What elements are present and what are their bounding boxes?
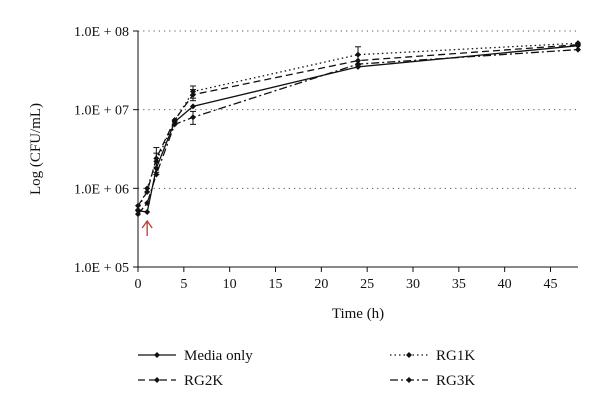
- y-tick-label: 1.0E + 06: [74, 182, 129, 197]
- marker-point: [190, 103, 196, 110]
- legend-marker: [154, 377, 160, 383]
- legend-label: RG1K: [436, 348, 475, 364]
- tick-labels: 1.0E + 05 1.0E + 06 1.0E + 07 1.0E + 08 0 5 10…: [74, 25, 557, 292]
- marker-point: [135, 211, 141, 218]
- marker-point: [190, 88, 196, 95]
- marker-point: [355, 57, 361, 64]
- marker-point: [153, 165, 160, 172]
- grid: [138, 30, 578, 189]
- marker-point: [135, 207, 141, 214]
- marker-point: [153, 155, 160, 162]
- markers: [135, 40, 581, 218]
- marker-point: [144, 185, 151, 192]
- legend-marker: [406, 352, 412, 358]
- marker-point: [190, 114, 196, 121]
- y-tick-label: 1.0E + 08: [74, 25, 129, 40]
- y-axis-title: Log (CFU/mL): [28, 103, 44, 195]
- legend-label: RG3K: [436, 373, 475, 389]
- x-tick-label: 45: [544, 277, 558, 292]
- marker-point: [190, 91, 196, 98]
- marker-point: [575, 41, 581, 48]
- legend: Media only RG1K RG2K RG3K: [138, 348, 475, 389]
- annotations: [141, 219, 153, 236]
- series-line-media-only: [137, 45, 579, 213]
- x-tick-label: 30: [406, 277, 420, 292]
- x-tick-label: 10: [223, 277, 237, 292]
- x-tick-label: 25: [360, 277, 374, 292]
- marker-point: [355, 61, 361, 68]
- x-tick-label: 0: [135, 277, 142, 292]
- x-tick-label: 5: [180, 277, 187, 292]
- x-tick-label: 35: [452, 277, 466, 292]
- x-axis-title: Time (h): [332, 306, 384, 322]
- marker-point: [144, 188, 151, 195]
- marker-point: [171, 116, 178, 123]
- axes: [133, 30, 578, 272]
- x-tick-label: 15: [269, 277, 283, 292]
- legend-label: RG2K: [184, 373, 223, 389]
- legend-marker: [406, 377, 412, 383]
- marker-point: [135, 202, 141, 209]
- marker-point: [144, 200, 151, 207]
- legend-label: Media only: [184, 348, 253, 364]
- x-tick-label: 20: [314, 277, 328, 292]
- series-line-rg3k: [137, 48, 579, 215]
- marker-point: [171, 121, 178, 128]
- marker-point: [575, 46, 581, 53]
- x-tick-label: 40: [498, 277, 512, 292]
- legend-marker: [154, 352, 160, 358]
- y-tick-label: 1.0E + 07: [74, 104, 129, 119]
- marker-point: [355, 51, 361, 58]
- arrow-head: [141, 219, 153, 229]
- marker-point: [153, 171, 160, 178]
- marker-point: [144, 209, 151, 216]
- y-tick-label: 1.0E + 05: [74, 261, 129, 276]
